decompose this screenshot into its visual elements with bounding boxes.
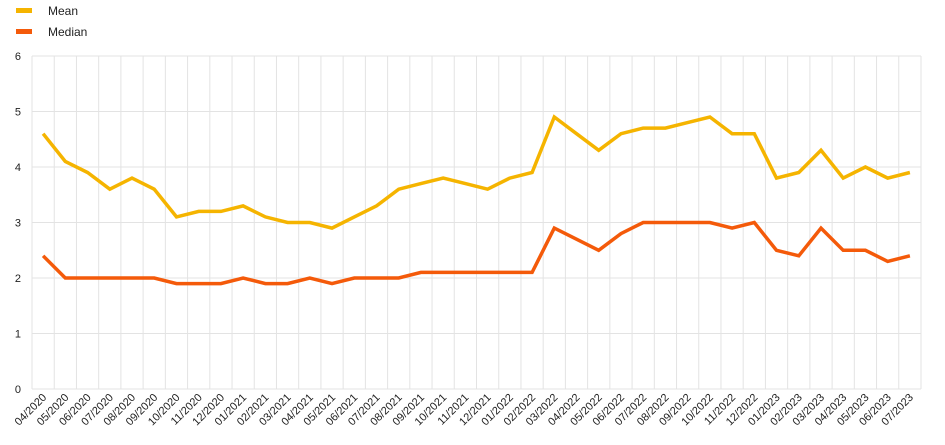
legend-swatch-mean [16,8,32,13]
legend-label-mean: Mean [48,3,79,18]
y-tick-label: 1 [15,329,21,341]
y-tick-label: 0 [15,384,21,396]
legend-label-median: Median [48,24,88,39]
legend-item-mean[interactable]: Mean [16,0,87,21]
y-tick-label: 4 [15,162,21,174]
series-line-mean [41,114,911,230]
y-tick-label: 2 [15,273,21,285]
y-tick-label: 5 [15,107,21,119]
legend-swatch-median [16,29,32,34]
legend-item-median[interactable]: Median [16,21,87,42]
legend: Mean Median [16,0,87,42]
y-tick-label: 6 [15,51,21,63]
series-line-median [41,220,911,286]
y-tick-label: 3 [15,218,21,230]
